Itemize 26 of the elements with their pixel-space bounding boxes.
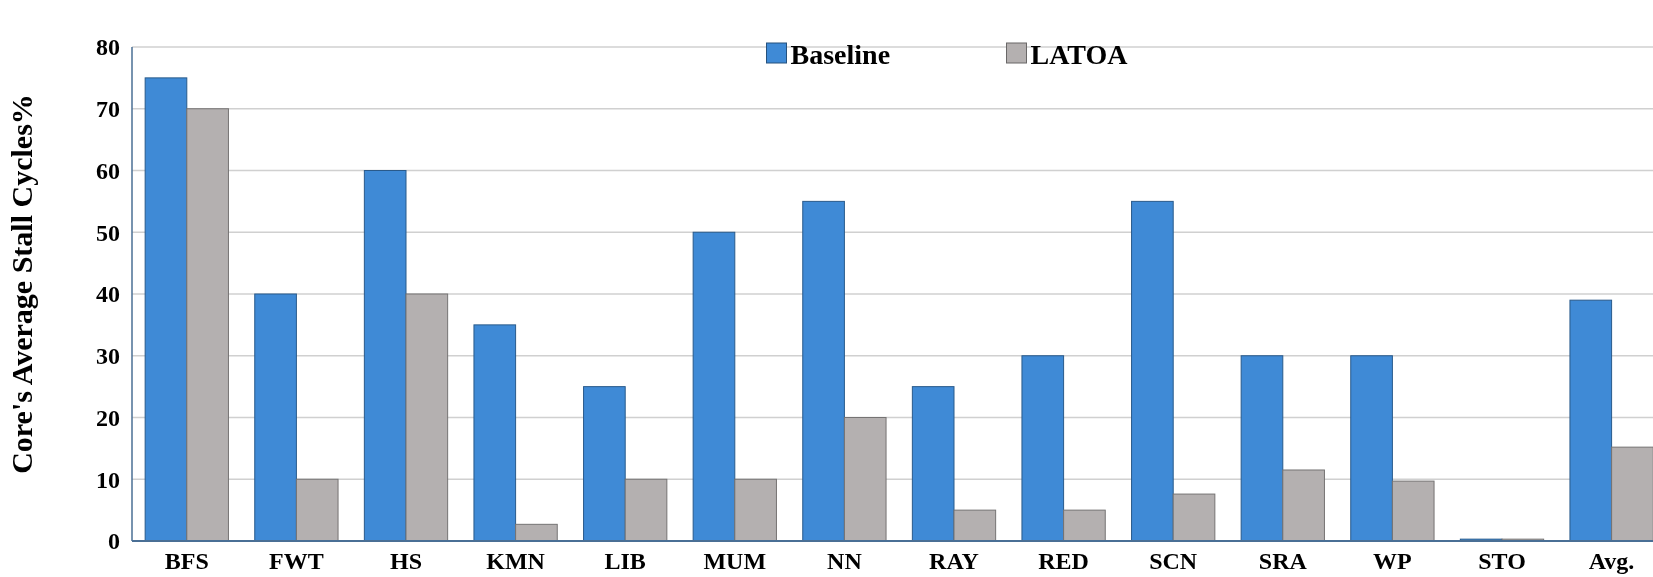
legend-label: Baseline [790,38,891,70]
x-tick-label: BFS [164,548,209,574]
y-tick-label: 70 [96,96,120,123]
x-tick-label: SCN [1149,548,1198,574]
y-tick-label: 10 [96,466,120,493]
x-tick-label: LIB [604,548,646,574]
x-tick-label: NN [827,548,863,574]
x-tick-label: STO [1478,548,1526,574]
x-tick-label: RED [1038,548,1089,574]
x-tick-label: Avg. [1588,548,1635,574]
y-tick-label: 50 [96,219,120,246]
x-tick-label: SRA [1258,548,1308,574]
y-tick-label: 30 [96,343,120,370]
y-tick-label: 60 [96,157,120,184]
x-tick-label: KMN [486,548,546,574]
x-tick-label: MUM [703,548,767,574]
y-axis-title: Core's Average Stall Cycles% [5,94,38,474]
x-tick-label: FWT [269,548,324,574]
x-tick-label: HS [389,548,423,574]
legend-label: LATOA [1030,38,1129,70]
y-tick-label: 0 [108,528,120,555]
x-tick-label: WP [1373,548,1412,574]
x-tick-label: RAY [929,548,979,574]
y-tick-label: 80 [96,34,120,61]
y-tick-label: 40 [96,281,120,308]
y-tick-label: 20 [96,404,120,431]
